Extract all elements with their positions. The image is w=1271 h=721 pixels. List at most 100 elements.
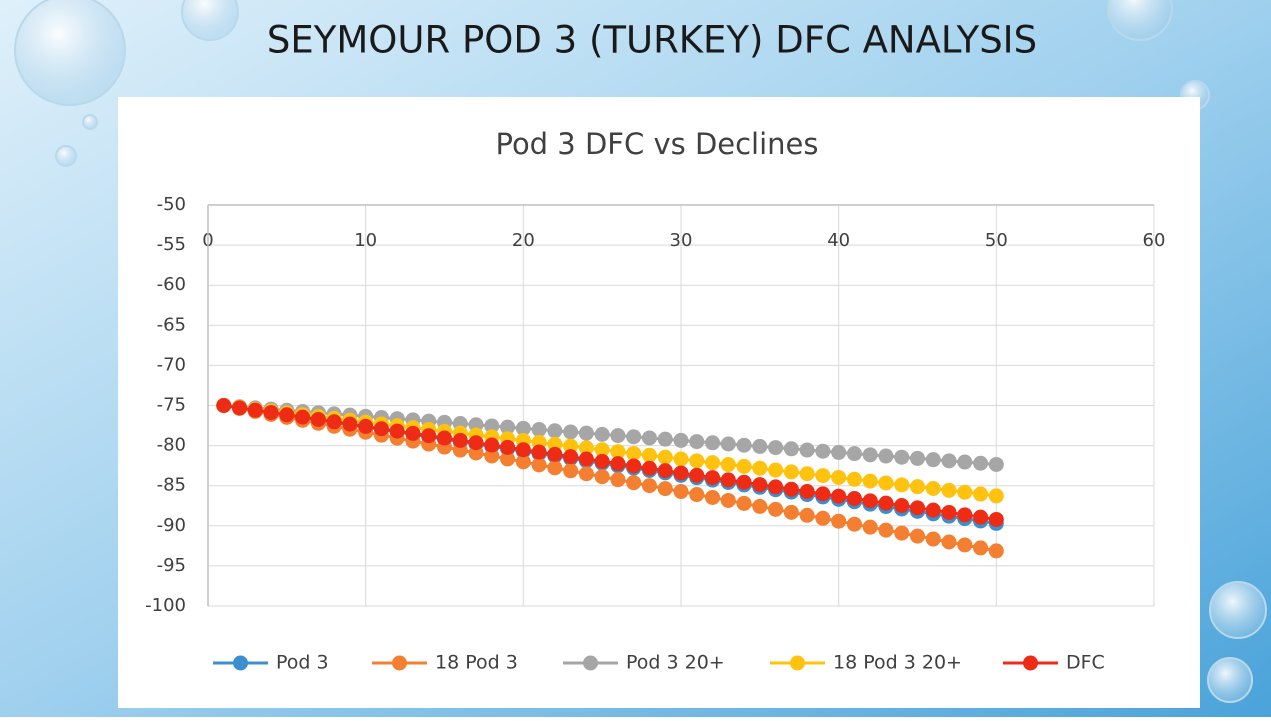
point [800,508,815,523]
y-tick-label: -95 [157,555,186,576]
slide-title: SEYMOUR POD 3 (TURKEY) DFC ANALYSIS [267,19,1037,62]
point [390,424,405,439]
point [752,439,767,454]
point [926,503,941,518]
point [863,474,878,489]
point [737,438,752,453]
point [721,457,736,472]
point [768,479,783,494]
legend-label: DFC [1066,652,1105,674]
point [658,481,673,496]
legend-label: 18 Pod 3 20+ [833,652,962,674]
point [595,454,610,469]
point [626,475,641,490]
point [878,475,893,490]
point [737,496,752,511]
chart-title: Pod 3 DFC vs Declines [495,127,818,161]
chart-area [118,97,1200,708]
point [878,496,893,511]
point [374,421,389,436]
point [311,412,326,427]
y-tick-label: -70 [157,354,186,375]
point [784,441,799,456]
point [847,446,862,461]
point [863,493,878,508]
point [847,472,862,487]
point [547,423,562,438]
point [705,470,720,485]
legend-marker [790,656,805,671]
point [532,457,547,472]
point [894,450,909,465]
point [579,451,594,466]
point [784,482,799,497]
point [705,455,720,470]
point [768,463,783,478]
point [642,430,657,445]
point [894,498,909,513]
point [831,470,846,485]
point [815,468,830,483]
point [831,489,846,504]
legend-label: Pod 3 [276,652,329,674]
point [721,436,736,451]
point [547,460,562,475]
point [500,440,515,455]
point [752,461,767,476]
y-tick-label: -100 [145,595,186,616]
point [532,445,547,460]
point [642,448,657,463]
point [642,478,657,493]
point [705,435,720,450]
point [705,490,720,505]
point [674,465,689,480]
point [800,484,815,499]
legend-label: 18 Pod 3 [435,652,518,674]
point [563,463,578,478]
point [658,432,673,447]
point [216,398,231,413]
point [626,458,641,473]
point [926,452,941,467]
point [579,466,594,481]
point [768,502,783,517]
point [942,505,957,520]
point [752,499,767,514]
point [674,433,689,448]
y-tick-label: -80 [157,435,186,456]
point [989,512,1004,527]
legend-marker [583,656,598,671]
point [784,464,799,479]
point [642,461,657,476]
x-tick-label: 20 [512,230,535,251]
x-tick-label: 40 [827,230,850,251]
y-tick-label: -90 [157,515,186,536]
point [342,417,357,432]
point [926,481,941,496]
point [547,447,562,462]
point [689,434,704,449]
point [610,428,625,443]
point [815,511,830,526]
legend-marker [392,656,407,671]
point [752,477,767,492]
point [295,410,310,425]
y-tick-label: -55 [157,234,186,255]
point [674,484,689,499]
point [957,507,972,522]
point [910,500,925,515]
legend-label: Pod 3 20+ [626,652,725,674]
legend-marker [233,656,248,671]
point [894,477,909,492]
point [595,469,610,484]
point [689,468,704,483]
point [358,419,373,434]
point [910,529,925,544]
point [674,451,689,466]
point [878,523,893,538]
point [942,535,957,550]
point [516,442,531,457]
point [847,491,862,506]
point [626,429,641,444]
point [942,483,957,498]
